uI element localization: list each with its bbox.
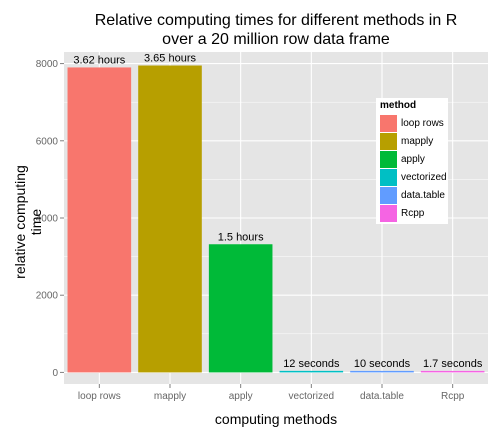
- x-tick-label: mapply: [154, 391, 186, 402]
- bar-value-label: 10 seconds: [354, 358, 411, 370]
- bar-apply: [208, 244, 273, 373]
- bar-value-label: 3.62 hours: [73, 54, 125, 66]
- legend-label: vectorized: [401, 171, 447, 183]
- y-tick-label: 8000: [36, 59, 59, 70]
- x-axis-label: computing methods: [214, 411, 338, 427]
- bar-mapply: [138, 65, 202, 373]
- y-tick-label: 2000: [36, 291, 59, 302]
- legend-items: loop rows mapply apply vectorized data.table…: [380, 114, 448, 222]
- legend-title: method: [380, 100, 417, 111]
- legend-swatch: [380, 114, 397, 132]
- chart-subtitle: over a 20 million row data frame: [162, 31, 390, 48]
- bar-value-label: 1.5 hours: [218, 231, 264, 243]
- legend-swatch: [380, 204, 397, 222]
- bar-value-labels: 3.62 hours 3.65 hours 1.5 hours 12 seconds 1…: [73, 53, 482, 370]
- bar-loop-rows: [67, 67, 132, 373]
- legend-item: vectorized: [380, 168, 448, 186]
- legend-label: mapply: [401, 135, 434, 147]
- x-tick-label: data.table: [360, 391, 404, 402]
- y-tick-label: 6000: [36, 136, 59, 147]
- bar-value-label: 3.65 hours: [144, 53, 196, 65]
- legend-item: apply: [380, 150, 448, 168]
- legend-item: Rcpp: [380, 204, 448, 222]
- x-tick-label: Rcpp: [441, 391, 465, 402]
- legend-label: Rcpp: [401, 207, 425, 219]
- legend-swatch: [380, 132, 397, 150]
- bar-value-label: 1.7 seconds: [423, 358, 483, 370]
- legend-label: data.table: [401, 189, 445, 201]
- y-axis-ticks: 0 2000 4000 6000 8000: [36, 59, 64, 379]
- legend: method loop rows mapply apply vectorized dat…: [376, 98, 448, 224]
- bar-data-table: [350, 370, 414, 373]
- legend-item: mapply: [380, 132, 448, 150]
- legend-item: data.table: [380, 186, 448, 204]
- legend-item: loop rows: [380, 114, 448, 132]
- legend-label: apply: [401, 153, 425, 165]
- x-axis-ticks: loop rows mapply apply vectorized data.table…: [78, 384, 465, 402]
- legend-label: loop rows: [401, 117, 444, 129]
- bars: [67, 65, 485, 373]
- x-tick-label: vectorized: [289, 391, 335, 402]
- y-tick-label: 4000: [36, 214, 59, 225]
- legend-swatch: [380, 186, 397, 204]
- x-tick-label: apply: [229, 391, 253, 402]
- bar-rcpp: [420, 370, 485, 373]
- legend-swatch: [380, 150, 397, 168]
- x-tick-label: loop rows: [78, 391, 121, 402]
- y-tick-label: 0: [52, 368, 58, 379]
- y-axis-label: relative computing time: [12, 165, 44, 279]
- chart-title: Relative computing times for different m…: [94, 12, 458, 29]
- bar-value-label: 12 seconds: [283, 358, 340, 370]
- bar-vectorized: [279, 370, 344, 373]
- legend-swatch: [380, 168, 397, 186]
